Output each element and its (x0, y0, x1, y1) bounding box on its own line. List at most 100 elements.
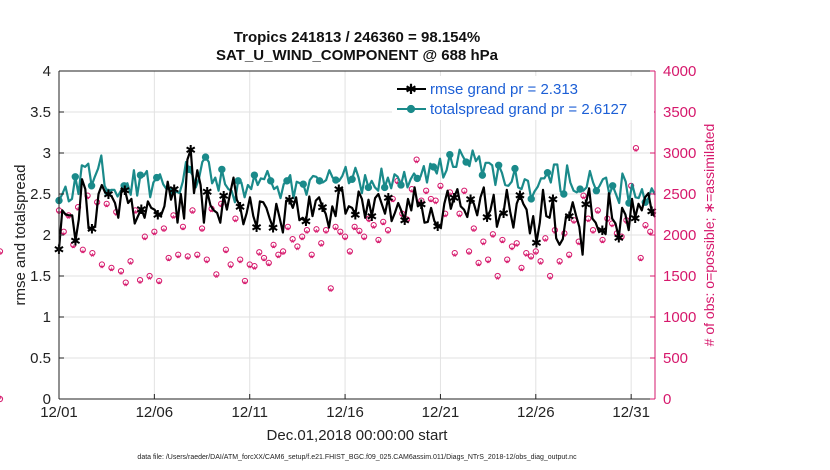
spread-point (397, 181, 405, 189)
totalspread-series (55, 148, 656, 207)
obs-assimilated-marker: * (515, 241, 520, 253)
obs-assimilated-marker: * (167, 256, 172, 268)
obs-assimilated-marker: * (138, 278, 143, 290)
obs-possible-marker (589, 226, 597, 234)
right-axis-ticks: 0 500 1000 1500 2000 2500 3000 3500 4000 (650, 63, 696, 408)
obs-assimilated-marker: * (143, 235, 148, 247)
rmse-point: ✱ (646, 204, 657, 219)
obs-possible-marker (380, 218, 387, 225)
spread-point (429, 163, 438, 171)
obs-assimilated-marker: * (367, 217, 372, 229)
rmse-point: ✱ (547, 192, 558, 207)
right-tick-label: 1000 (663, 309, 696, 326)
obs-possible-marker (141, 233, 148, 240)
obs-count-markers: * * * * * * * * * * * * * * * * * * * * * * * * * * * * * * * * * * * * * * * *… (0, 144, 654, 406)
obs-assimilated-marker: * (496, 274, 501, 286)
obs-possible-marker (647, 228, 654, 235)
obs-possible-marker (470, 225, 477, 232)
spread-point (201, 153, 210, 161)
left-tick-label: 1 (43, 309, 51, 326)
obs-assimilated-marker: * (581, 194, 586, 206)
spread-point (380, 183, 389, 192)
legend-rmse-label: rmse grand pr = 2.313 (430, 81, 578, 98)
obs-possible-marker (279, 248, 287, 255)
obs-possible-marker (117, 267, 125, 275)
rmse-point: ✱ (432, 219, 443, 234)
obs-assimilated-marker: * (290, 237, 295, 249)
rmse-point: ✱ (465, 192, 476, 207)
obs-assimilated-marker: * (262, 256, 267, 268)
data-file-footer: data file: /Users/raeder/DAI/ATM_forcXX/… (137, 454, 577, 461)
obs-possible-marker (384, 226, 392, 234)
obs-possible-marker (251, 263, 258, 270)
chart-title: Tropics 241813 / 246360 = 98.154% SAT_U_… (216, 29, 499, 64)
obs-possible-marker (523, 249, 530, 257)
right-tick-label: 4000 (663, 63, 696, 80)
rmse-point: ✱ (251, 220, 262, 235)
obs-assimilated-marker: * (524, 251, 529, 263)
obs-possible-marker (160, 225, 167, 232)
spread-point (446, 150, 454, 159)
rmse-point: ✱ (399, 213, 410, 228)
obs-possible-marker (89, 249, 96, 257)
obs-possible-marker (337, 228, 344, 235)
rmse-point: ✱ (449, 190, 460, 205)
obs-assimilated-marker: * (410, 187, 415, 199)
obs-possible-marker (356, 227, 363, 234)
y-axis-label-left: rmse and totalspread (12, 165, 29, 306)
obs-possible-marker (341, 233, 349, 240)
rmse-point: ✱ (482, 210, 493, 225)
spread-point (250, 171, 259, 179)
spread-point (462, 158, 470, 166)
rmse-point: ✱ (597, 223, 608, 238)
obs-assimilated-marker: * (162, 227, 167, 239)
obs-assimilated-marker: * (572, 219, 577, 231)
obs-possible-marker (465, 248, 473, 255)
obs-assimilated-marker: * (372, 223, 377, 235)
obs-possible-marker (547, 272, 554, 280)
spread-point (136, 171, 145, 179)
obs-possible-marker (232, 215, 239, 222)
rmse-point: ✱ (268, 221, 279, 236)
spread-point (478, 171, 487, 179)
obs-possible-marker (0, 395, 4, 403)
obs-assimilated-marker: * (171, 214, 176, 226)
obs-assimilated-marker: * (577, 240, 582, 252)
obs-assimilated-marker: * (133, 209, 138, 221)
obs-assimilated-marker: * (457, 212, 462, 224)
obs-possible-marker (198, 225, 206, 232)
spread-point (234, 177, 242, 185)
obs-possible-marker (241, 277, 249, 285)
obs-assimilated-marker: * (181, 225, 186, 237)
spread-point (332, 176, 340, 184)
obs-possible-marker (599, 236, 606, 244)
obs-assimilated-marker: * (400, 212, 405, 224)
obs-assimilated-marker: * (186, 255, 191, 267)
obs-possible-marker (213, 271, 220, 278)
obs-possible-marker (227, 261, 234, 268)
obs-assimilated-marker: * (90, 251, 95, 263)
obs-assimilated-marker: * (305, 228, 310, 240)
obs-assimilated-marker: * (500, 238, 505, 250)
obs-possible-marker (284, 223, 291, 230)
rmse-series: ✱✱✱✱ ✱✱ ✱✱✱✱ ✱✱✱ ✱✱✱✱✱✱ ✱✱✱✱✱✱ ✱✱ ✱✱✱✱✱✱✱ ✱✱ ✱ (54, 143, 658, 257)
left-tick-label: 1.5 (30, 268, 51, 285)
obs-possible-marker (413, 156, 420, 163)
obs-assimilated-marker: * (348, 250, 353, 262)
obs-possible-marker (256, 249, 263, 256)
obs-assimilated-marker: * (195, 253, 200, 265)
rmse-point: ✱ (383, 190, 394, 205)
obs-assimilated-marker: * (71, 243, 76, 255)
obs-assimilated-marker: * (472, 227, 477, 239)
obs-possible-marker (0, 248, 4, 255)
obs-assimilated-marker: * (252, 264, 257, 276)
x-tick-label: 12/26 (517, 404, 555, 421)
obs-assimilated-marker: * (214, 273, 219, 285)
obs-assimilated-marker: * (338, 230, 343, 242)
obs-assimilated-marker: * (243, 279, 248, 291)
obs-assimilated-marker: * (190, 209, 195, 221)
right-tick-label: 1500 (663, 268, 696, 285)
obs-possible-marker (165, 254, 172, 262)
obs-assimilated-marker: * (505, 258, 510, 270)
obs-assimilated-marker: * (233, 217, 238, 229)
